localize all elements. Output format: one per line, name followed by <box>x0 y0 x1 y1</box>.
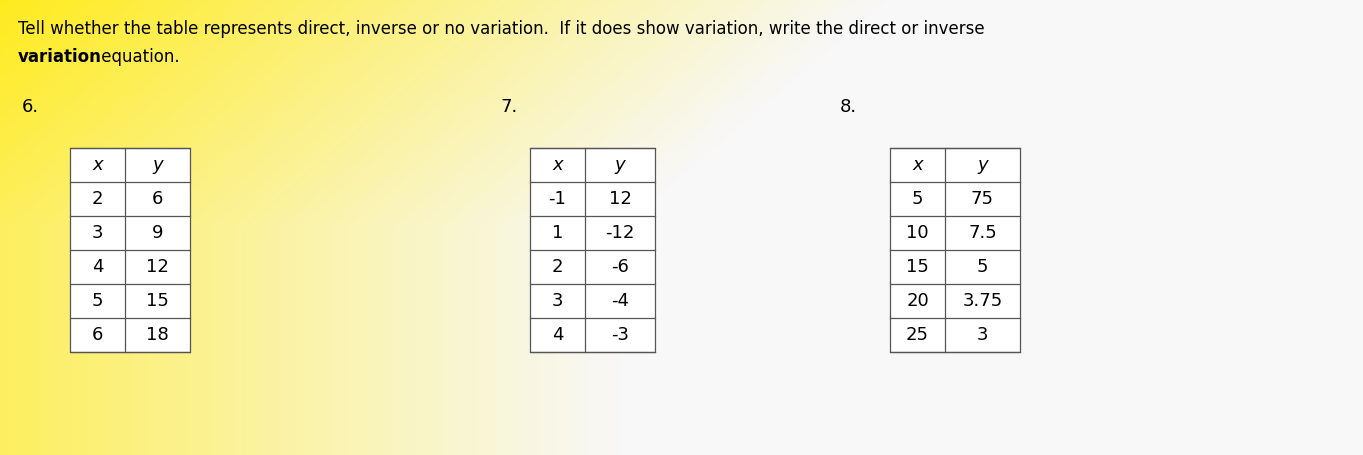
Text: -12: -12 <box>605 224 635 242</box>
Text: x: x <box>93 156 102 174</box>
Text: 4: 4 <box>91 258 104 276</box>
Text: 15: 15 <box>906 258 930 276</box>
Text: 25: 25 <box>906 326 930 344</box>
Text: 5: 5 <box>977 258 988 276</box>
Text: y: y <box>615 156 626 174</box>
Text: y: y <box>977 156 988 174</box>
Text: 6.: 6. <box>22 98 40 116</box>
Text: 7.5: 7.5 <box>968 224 996 242</box>
Bar <box>890 148 1020 352</box>
Text: 12: 12 <box>608 190 631 208</box>
Text: 3: 3 <box>552 292 563 310</box>
Bar <box>890 148 1020 352</box>
Text: 2: 2 <box>91 190 104 208</box>
Text: -4: -4 <box>611 292 628 310</box>
Text: 8.: 8. <box>840 98 857 116</box>
Bar <box>530 148 656 352</box>
Text: x: x <box>912 156 923 174</box>
Text: 18: 18 <box>146 326 169 344</box>
Text: equation.: equation. <box>95 48 180 66</box>
Text: 6: 6 <box>151 190 164 208</box>
Text: 15: 15 <box>146 292 169 310</box>
Text: 5: 5 <box>91 292 104 310</box>
Text: variation: variation <box>18 48 102 66</box>
Text: -1: -1 <box>548 190 567 208</box>
Text: 12: 12 <box>146 258 169 276</box>
Text: Tell whether the table represents direct, inverse or no variation.  If it does s: Tell whether the table represents direct… <box>18 20 984 38</box>
Text: 75: 75 <box>970 190 994 208</box>
Text: 3.75: 3.75 <box>962 292 1003 310</box>
Bar <box>70 148 189 352</box>
Text: -6: -6 <box>611 258 628 276</box>
Text: 4: 4 <box>552 326 563 344</box>
Text: 20: 20 <box>906 292 928 310</box>
Text: 3: 3 <box>977 326 988 344</box>
Text: x: x <box>552 156 563 174</box>
Text: 7.: 7. <box>500 98 517 116</box>
Text: 2: 2 <box>552 258 563 276</box>
Text: 1: 1 <box>552 224 563 242</box>
Text: y: y <box>153 156 162 174</box>
Text: -3: -3 <box>611 326 628 344</box>
Text: 6: 6 <box>91 326 104 344</box>
Bar <box>70 148 189 352</box>
Bar <box>530 148 656 352</box>
Text: 3: 3 <box>91 224 104 242</box>
Text: 10: 10 <box>906 224 928 242</box>
Text: 5: 5 <box>912 190 923 208</box>
Text: 9: 9 <box>151 224 164 242</box>
